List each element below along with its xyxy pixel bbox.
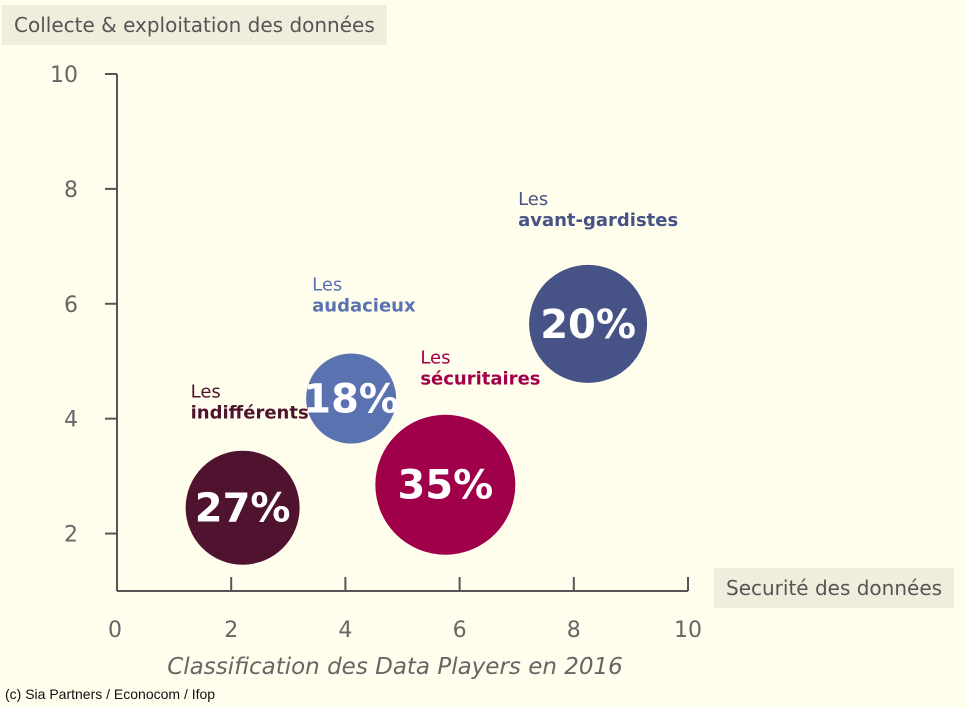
x-tick-label: 0 — [108, 618, 122, 643]
bubble — [185, 450, 300, 565]
bubble-value: 20% — [540, 302, 636, 348]
y-tick-label: 4 — [64, 408, 78, 433]
bubble-label-name: audacieux — [312, 296, 416, 317]
x-tick-label: 8 — [567, 618, 581, 643]
bubble — [529, 264, 648, 383]
x-tick-label: 10 — [674, 618, 702, 643]
bubble-value: 18% — [303, 377, 399, 423]
bubbles: 27%Lesindifférents18%Lesaudacieux35%Less… — [185, 189, 678, 565]
bubble-label-top: Les — [420, 348, 450, 369]
bubble-value: 35% — [397, 463, 493, 509]
bubble — [306, 353, 397, 444]
bubble-label-top: Les — [312, 275, 342, 296]
y-axis-label: Collecte & exploitation des données — [2, 5, 387, 45]
bubble-value: 27% — [195, 486, 291, 532]
bubble-label-top: Les — [191, 382, 221, 403]
y-tick-label: 2 — [64, 523, 78, 548]
axes: 2 4 6 8 10 0 2 4 6 8 10 — [50, 63, 702, 643]
y-tick-label: 10 — [50, 63, 78, 88]
bubble-label-name: avant-gardistes — [518, 210, 678, 231]
bubble — [375, 414, 516, 555]
bubble-label-top: Les — [518, 189, 548, 210]
x-tick-label: 4 — [338, 618, 352, 643]
y-tick-label: 8 — [64, 178, 78, 203]
x-axis-label: Securité des données — [714, 568, 955, 608]
bubble-label-name: sécuritaires — [420, 369, 540, 390]
y-tick-label: 6 — [64, 293, 78, 318]
bubble-label-name: indifférents — [191, 403, 309, 424]
credit-text: (c) Sia Partners / Econocom / Ifop — [5, 686, 216, 702]
chart-caption: Classification des Data Players en 2016 — [167, 654, 623, 680]
x-tick-label: 2 — [224, 618, 238, 643]
x-tick-label: 6 — [453, 618, 467, 643]
